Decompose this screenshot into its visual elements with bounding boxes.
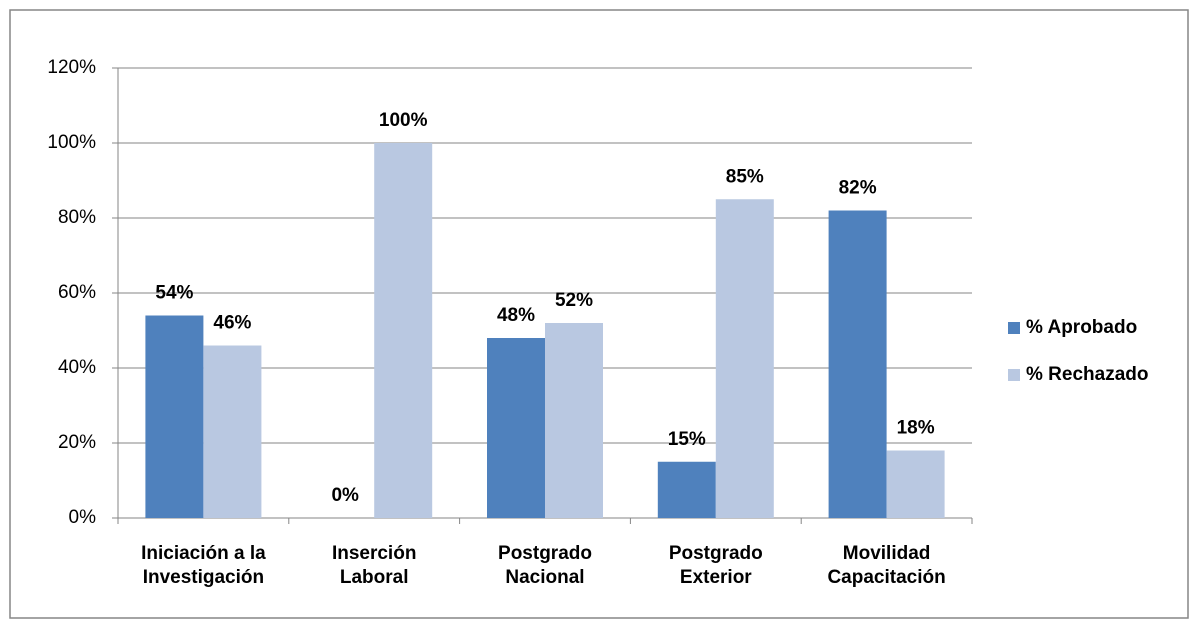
legend-label: % Aprobado	[1026, 317, 1137, 338]
bar	[828, 210, 887, 518]
value-label: 52%	[555, 290, 593, 311]
value-label: 15%	[668, 429, 706, 450]
value-label: 0%	[331, 485, 359, 506]
chart-border	[9, 9, 1189, 619]
legend-label: % Rechazado	[1026, 364, 1148, 385]
bar	[487, 338, 545, 518]
value-label: 54%	[155, 283, 193, 304]
x-tick-label: Postgrado Exterior	[669, 543, 763, 588]
y-tick-label: 40%	[58, 357, 96, 378]
x-tick-label: Inserción Laboral	[332, 543, 416, 588]
x-tick-label: Postgrado Nacional	[498, 543, 592, 588]
y-tick-label: 120%	[47, 57, 96, 78]
value-label: 85%	[726, 166, 764, 187]
y-tick-label: 100%	[47, 132, 96, 153]
value-label: 46%	[213, 313, 251, 334]
x-tick-label: Iniciación a la Investigación	[141, 543, 266, 588]
value-label: 82%	[839, 178, 877, 199]
bar	[886, 450, 945, 518]
y-tick-label: 20%	[58, 432, 96, 453]
value-label: 18%	[897, 418, 935, 439]
bar	[145, 315, 204, 518]
bar	[657, 461, 716, 518]
value-label: 48%	[497, 305, 535, 326]
y-tick-label: 0%	[69, 507, 97, 528]
value-label: 100%	[379, 110, 428, 131]
bar	[374, 143, 433, 518]
y-tick-label: 60%	[58, 282, 96, 303]
legend-swatch	[1008, 322, 1020, 334]
bar	[545, 323, 603, 518]
y-tick-label: 80%	[58, 207, 96, 228]
x-tick-label: Movilidad Capacitación	[827, 543, 945, 588]
bar	[203, 345, 262, 518]
bar	[715, 199, 774, 518]
legend-swatch	[1008, 369, 1020, 381]
